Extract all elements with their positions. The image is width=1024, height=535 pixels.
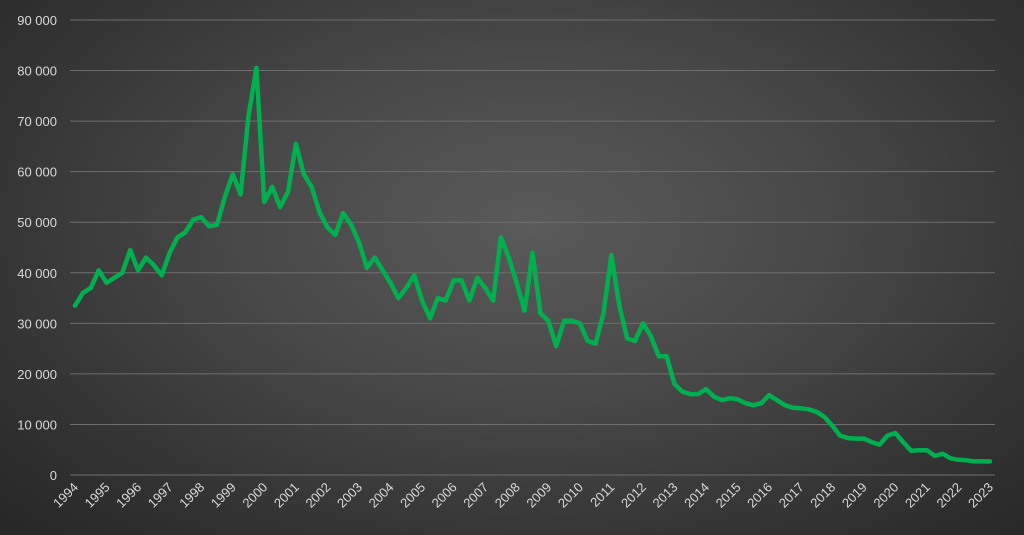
y-tick-label: 80 000 [17,64,57,79]
x-tick-label: 2023 [965,480,996,511]
x-tick-label: 2003 [334,480,365,511]
x-tick-label: 2007 [460,480,491,511]
y-axis-tick-labels: 0 10 000 20 000 30 000 40 000 50 000 60 000 70 … [17,13,57,483]
x-tick-label: 2018 [807,480,838,511]
x-tick-label: 2005 [397,480,428,511]
x-tick-label: 2020 [870,480,901,511]
x-tick-label: 2000 [239,480,270,511]
y-tick-label: 0 [50,468,57,483]
x-tick-label: 2017 [776,480,807,511]
x-tick-label: 2022 [934,480,965,511]
x-tick-label: 2011 [587,480,617,510]
y-tick-label: 40 000 [17,266,57,281]
series-layer [72,65,993,464]
x-tick-label: 2019 [839,480,870,511]
x-tick-label: 2008 [492,480,523,511]
x-tick-label: 2021 [902,480,933,511]
x-tick-label: 2012 [618,480,649,511]
y-tick-label: 90 000 [17,13,57,28]
x-tick-label: 1995 [82,480,113,511]
x-tick-label: 1997 [145,480,176,511]
series-line [72,65,993,464]
y-tick-label: 70 000 [17,114,57,129]
x-tick-label: 1994 [50,480,81,511]
x-tick-label: 2010 [555,480,586,511]
x-tick-label: 2002 [302,480,333,511]
x-tick-label: 1998 [176,480,207,511]
y-tick-label: 60 000 [17,165,57,180]
x-tick-label: 2015 [713,480,744,511]
y-tick-label: 10 000 [17,417,57,432]
x-tick-label: 1996 [113,480,144,511]
x-tick-label: 2001 [271,480,302,511]
x-tick-label: 2013 [650,480,681,511]
y-tick-label: 50 000 [17,215,57,230]
x-axis-tick-labels: 1994 1995 1996 1997 1998 1999 2000 2001 2002 2003… [50,480,996,511]
x-tick-label: 2006 [429,480,460,511]
y-tick-label: 30 000 [17,316,57,331]
x-tick-label: 2014 [681,480,712,511]
x-tick-label: 2004 [366,480,397,511]
y-tick-label: 20 000 [17,367,57,382]
x-tick-label: 1999 [208,480,239,511]
x-tick-label: 2016 [744,480,775,511]
gridlines [70,19,995,476]
x-tick-label: 2009 [523,480,554,511]
